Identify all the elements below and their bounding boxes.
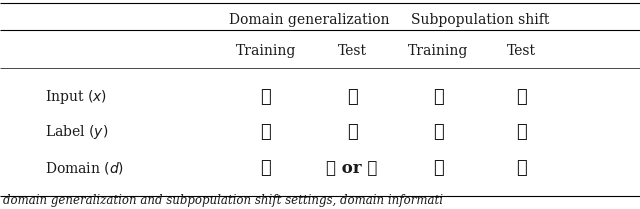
Text: ✓: ✓ [433, 123, 444, 141]
Text: Subpopulation shift: Subpopulation shift [411, 13, 549, 27]
Text: ✗: ✗ [516, 159, 527, 177]
Text: ✓: ✓ [516, 88, 527, 106]
Text: Domain generalization: Domain generalization [228, 13, 389, 27]
Text: ✓ or ✗: ✓ or ✗ [326, 160, 378, 177]
Text: ✓: ✓ [347, 88, 357, 106]
Text: Training: Training [236, 44, 296, 58]
Text: Training: Training [408, 44, 468, 58]
Text: ✓: ✓ [433, 88, 444, 106]
Text: ✗: ✗ [347, 123, 357, 141]
Text: ✓: ✓ [260, 159, 271, 177]
Text: ✓: ✓ [260, 123, 271, 141]
Text: ✓: ✓ [260, 88, 271, 106]
Text: Test: Test [507, 44, 536, 58]
Text: Domain $(d)$: Domain $(d)$ [45, 160, 124, 176]
Text: Test: Test [337, 44, 367, 58]
Text: ✓: ✓ [433, 159, 444, 177]
Text: Input $(x)$: Input $(x)$ [45, 88, 107, 106]
Text: ✗: ✗ [516, 123, 527, 141]
Text: Label $(y)$: Label $(y)$ [45, 123, 108, 141]
Text: domain generalization and subpopulation shift settings, domain informati: domain generalization and subpopulation … [3, 194, 443, 207]
